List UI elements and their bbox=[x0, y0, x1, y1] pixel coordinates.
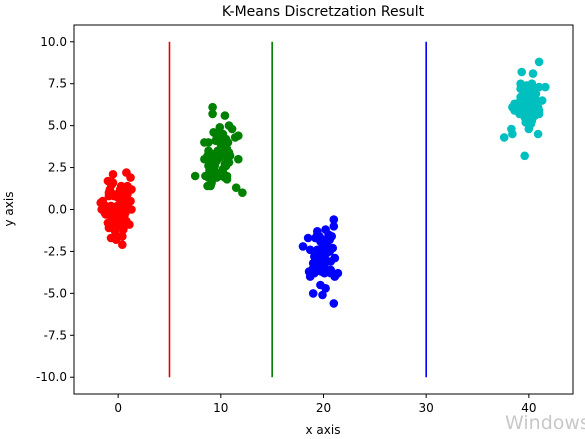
y-axis-label: y axis bbox=[2, 192, 16, 227]
cluster-4-point bbox=[520, 151, 529, 161]
cluster-1-point bbox=[127, 205, 136, 214]
cluster-3-point bbox=[298, 242, 308, 251]
axes-frame bbox=[73, 24, 574, 395]
cluster-4-point bbox=[499, 133, 509, 142]
plot-area bbox=[96, 41, 550, 378]
data-points bbox=[96, 57, 550, 308]
cluster-2-point bbox=[215, 153, 225, 162]
cluster-1-point bbox=[126, 173, 135, 182]
cluster-2-point bbox=[208, 102, 217, 112]
cluster-4-point bbox=[531, 89, 541, 99]
cluster-4-point bbox=[528, 107, 538, 117]
cluster-3-point bbox=[312, 233, 321, 243]
y-tick-label: -10.0 bbox=[36, 370, 67, 384]
y-tick-label: 5.0 bbox=[48, 119, 67, 133]
cluster-1-point bbox=[96, 198, 105, 208]
cluster-4-point bbox=[537, 96, 547, 105]
x-tick-label: 0 bbox=[114, 401, 122, 415]
cluster-3-point bbox=[305, 272, 315, 281]
cluster-4-point bbox=[533, 129, 543, 139]
cluster-4-point bbox=[510, 99, 519, 109]
cluster-2-point bbox=[204, 173, 213, 182]
cluster-1-point bbox=[125, 220, 134, 229]
cluster-4-point bbox=[534, 82, 544, 92]
cluster-3-point bbox=[308, 289, 318, 298]
cluster-2-point bbox=[234, 154, 243, 164]
cluster-2-point bbox=[213, 146, 222, 156]
cluster-1-point bbox=[107, 178, 117, 187]
cluster-2-point bbox=[222, 158, 232, 167]
cluster-1-point bbox=[116, 198, 126, 208]
cluster-4-point bbox=[524, 124, 534, 134]
cluster-4-point bbox=[518, 91, 527, 100]
cluster-2-point bbox=[238, 188, 247, 197]
cluster-3-point bbox=[329, 215, 339, 224]
cluster-2-point bbox=[227, 124, 237, 134]
y-tick-label: -5.0 bbox=[44, 286, 67, 300]
y-tick-label: 10.0 bbox=[40, 35, 67, 49]
cluster-3-point bbox=[330, 272, 340, 281]
y-tick-label: 7.5 bbox=[48, 77, 67, 91]
windows-watermark: Windows bbox=[505, 412, 585, 434]
cluster-2-point bbox=[200, 154, 209, 164]
cluster-2-point bbox=[234, 131, 243, 140]
cluster-2-point bbox=[224, 148, 234, 157]
cluster-1-point bbox=[127, 185, 136, 194]
cluster-1-point bbox=[119, 225, 128, 234]
cluster-2-point bbox=[210, 161, 219, 171]
cluster-3-point bbox=[305, 245, 315, 255]
cluster-2-point bbox=[200, 138, 209, 147]
cluster-4-point bbox=[534, 57, 544, 67]
cluster-3-point bbox=[329, 299, 339, 308]
x-axis-ticks: 0 10 20 30 40 bbox=[114, 394, 536, 415]
cluster-2-point bbox=[212, 131, 221, 140]
cluster-1-point bbox=[116, 181, 126, 191]
cluster-3-point bbox=[313, 227, 322, 236]
y-tick-label: 0.0 bbox=[48, 203, 67, 217]
cluster-3-point bbox=[325, 235, 335, 244]
cluster-2-point bbox=[220, 111, 230, 120]
cluster-3-point bbox=[329, 222, 339, 231]
cluster-3-point bbox=[321, 284, 330, 293]
cluster-4-point bbox=[516, 79, 525, 88]
cluster-1-point bbox=[105, 185, 115, 194]
cluster-3-point bbox=[330, 253, 340, 263]
cluster-3-point bbox=[319, 248, 328, 258]
cluster-3-point bbox=[303, 233, 313, 243]
cluster-1-point bbox=[126, 196, 135, 206]
cluster-3-point bbox=[321, 225, 330, 234]
cluster-2-point bbox=[208, 109, 217, 119]
cluster-4-point bbox=[528, 69, 538, 78]
x-tick-label: 40 bbox=[521, 401, 536, 415]
y-tick-label: 2.5 bbox=[48, 161, 67, 175]
x-tick-label: 10 bbox=[213, 401, 228, 415]
y-tick-label: -2.5 bbox=[44, 244, 67, 258]
cluster-3-point bbox=[318, 290, 327, 300]
y-axis-ticks: -10.0 -7.5 -5.0 -2.5 0.0 2.5 5.0 7.5 10.0 bbox=[36, 35, 74, 384]
cluster-2-point bbox=[190, 171, 200, 181]
cluster-3-point bbox=[320, 263, 329, 273]
x-tick-label: 30 bbox=[419, 401, 434, 415]
cluster-2-point bbox=[222, 175, 232, 184]
cluster-4-point bbox=[507, 124, 516, 134]
cluster-1-point bbox=[120, 210, 129, 219]
x-axis-label: x axis bbox=[306, 423, 341, 437]
cluster-4-point bbox=[527, 79, 537, 88]
cluster-2-point bbox=[231, 183, 241, 192]
chart-title: K-Means Discretzation Result bbox=[222, 4, 425, 20]
cluster-2-point bbox=[204, 146, 213, 156]
cluster-3-point bbox=[310, 252, 319, 261]
x-tick-label: 20 bbox=[316, 401, 331, 415]
cluster-2-point bbox=[218, 168, 228, 177]
y-tick-label: -7.5 bbox=[44, 328, 67, 342]
cluster-1-point bbox=[110, 227, 120, 236]
cluster-1-point bbox=[118, 240, 127, 249]
cluster-1-point bbox=[108, 170, 118, 179]
cluster-4-point bbox=[541, 82, 550, 92]
cluster-1-point bbox=[97, 205, 106, 214]
cluster-4-point bbox=[517, 67, 526, 77]
cluster-2-point bbox=[215, 123, 225, 132]
threshold-lines bbox=[168, 41, 427, 378]
